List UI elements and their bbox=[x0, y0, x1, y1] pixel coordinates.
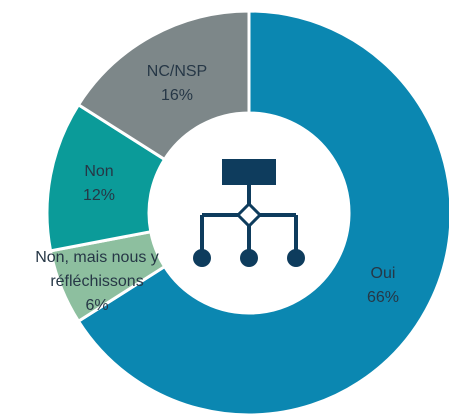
slice-label: Oui 66% bbox=[353, 262, 413, 310]
value-label: 6% bbox=[85, 297, 109, 314]
center-icon bbox=[193, 159, 305, 267]
slices bbox=[45, 9, 449, 417]
value-label: 12% bbox=[82, 187, 116, 204]
slice-label: NC/NSP 16% bbox=[132, 60, 222, 108]
icon-dot bbox=[240, 249, 258, 267]
slice bbox=[76, 9, 251, 162]
slice-label: Non, mais nous y réfléchissons 6% bbox=[22, 246, 172, 318]
icon-diamond bbox=[235, 201, 263, 229]
value-label: 16% bbox=[160, 87, 194, 104]
category-label: NC/NSP bbox=[146, 63, 208, 80]
slice bbox=[76, 9, 449, 417]
slice-label: Non 12% bbox=[69, 160, 129, 208]
category-label: Non, mais nous y réfléchissons bbox=[35, 249, 159, 290]
icon-dot bbox=[193, 249, 211, 267]
value-label: 66% bbox=[366, 289, 400, 306]
category-label: Oui bbox=[370, 265, 396, 282]
category-label: Non bbox=[84, 163, 114, 180]
icon-dot bbox=[287, 249, 305, 267]
icon-box bbox=[222, 159, 276, 185]
